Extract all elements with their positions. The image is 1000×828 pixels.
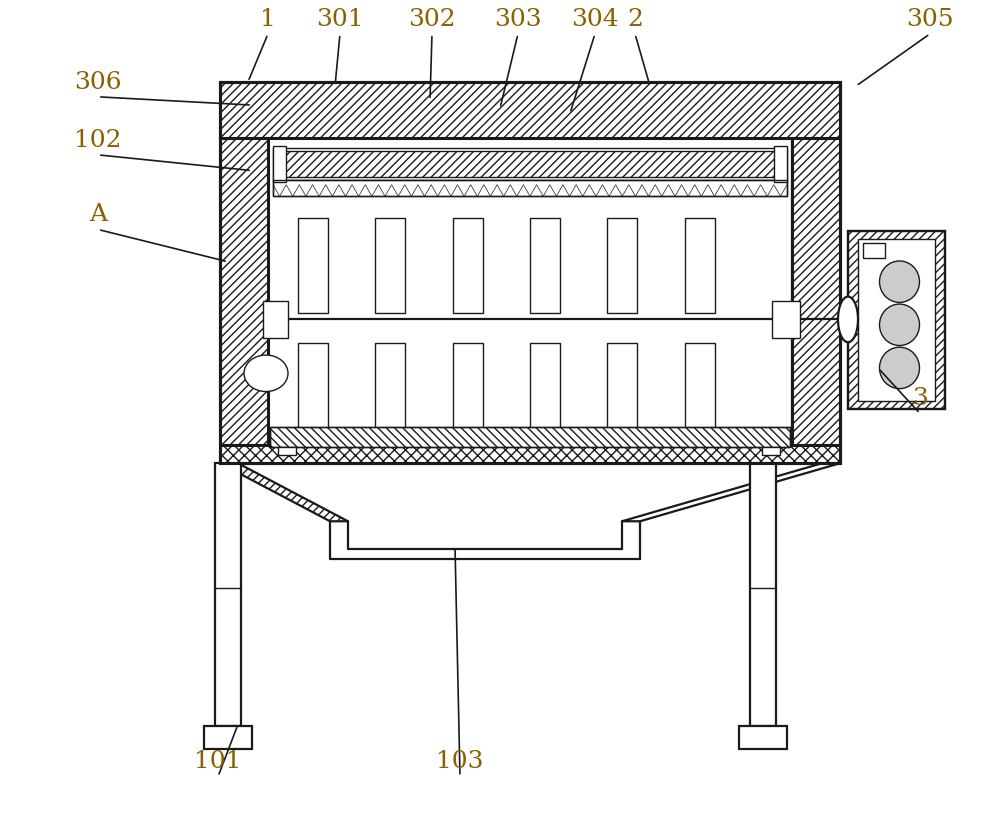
Bar <box>220 83 840 139</box>
Bar <box>280 152 780 178</box>
Bar <box>220 445 840 464</box>
Bar <box>215 464 241 726</box>
Bar <box>607 219 637 313</box>
Bar <box>792 139 840 445</box>
Text: 306: 306 <box>74 70 122 94</box>
Bar <box>375 219 405 313</box>
Bar <box>685 219 715 313</box>
Ellipse shape <box>880 262 920 303</box>
Bar <box>739 726 787 749</box>
Ellipse shape <box>880 348 920 389</box>
Bar <box>530 343 560 432</box>
Bar <box>263 302 288 338</box>
Bar <box>298 343 328 432</box>
Bar <box>273 181 787 197</box>
Text: 2: 2 <box>627 7 643 31</box>
Bar <box>270 427 790 447</box>
Bar <box>298 219 328 313</box>
Bar <box>278 447 296 455</box>
Text: A: A <box>89 203 107 226</box>
Text: 3: 3 <box>912 387 928 410</box>
Bar <box>772 302 800 338</box>
Text: 301: 301 <box>316 7 364 31</box>
Bar <box>220 83 840 464</box>
Text: 101: 101 <box>194 749 242 773</box>
Bar <box>863 243 885 258</box>
Bar <box>273 147 286 183</box>
Ellipse shape <box>838 297 858 343</box>
Bar <box>607 343 637 432</box>
Bar <box>453 343 483 432</box>
Text: 302: 302 <box>408 7 456 31</box>
Circle shape <box>244 356 288 392</box>
Text: 103: 103 <box>436 749 484 773</box>
Bar <box>848 232 945 410</box>
Ellipse shape <box>880 305 920 346</box>
Text: 102: 102 <box>74 128 122 152</box>
Bar <box>858 240 935 402</box>
Bar <box>273 181 787 197</box>
Bar <box>220 139 268 445</box>
Polygon shape <box>622 464 840 522</box>
Text: 303: 303 <box>494 7 542 31</box>
Bar <box>774 147 787 183</box>
Bar <box>453 219 483 313</box>
Text: 305: 305 <box>906 7 954 31</box>
Bar <box>375 343 405 432</box>
Bar <box>204 726 252 749</box>
Bar <box>220 83 840 464</box>
Bar <box>685 343 715 432</box>
Bar <box>848 232 945 410</box>
Bar <box>762 447 780 455</box>
Bar <box>530 219 560 313</box>
Bar <box>268 139 792 445</box>
Bar <box>270 427 790 447</box>
Text: 304: 304 <box>571 7 619 31</box>
Bar <box>273 149 787 181</box>
Text: 1: 1 <box>260 7 276 31</box>
Polygon shape <box>220 464 348 522</box>
Bar <box>750 464 776 726</box>
